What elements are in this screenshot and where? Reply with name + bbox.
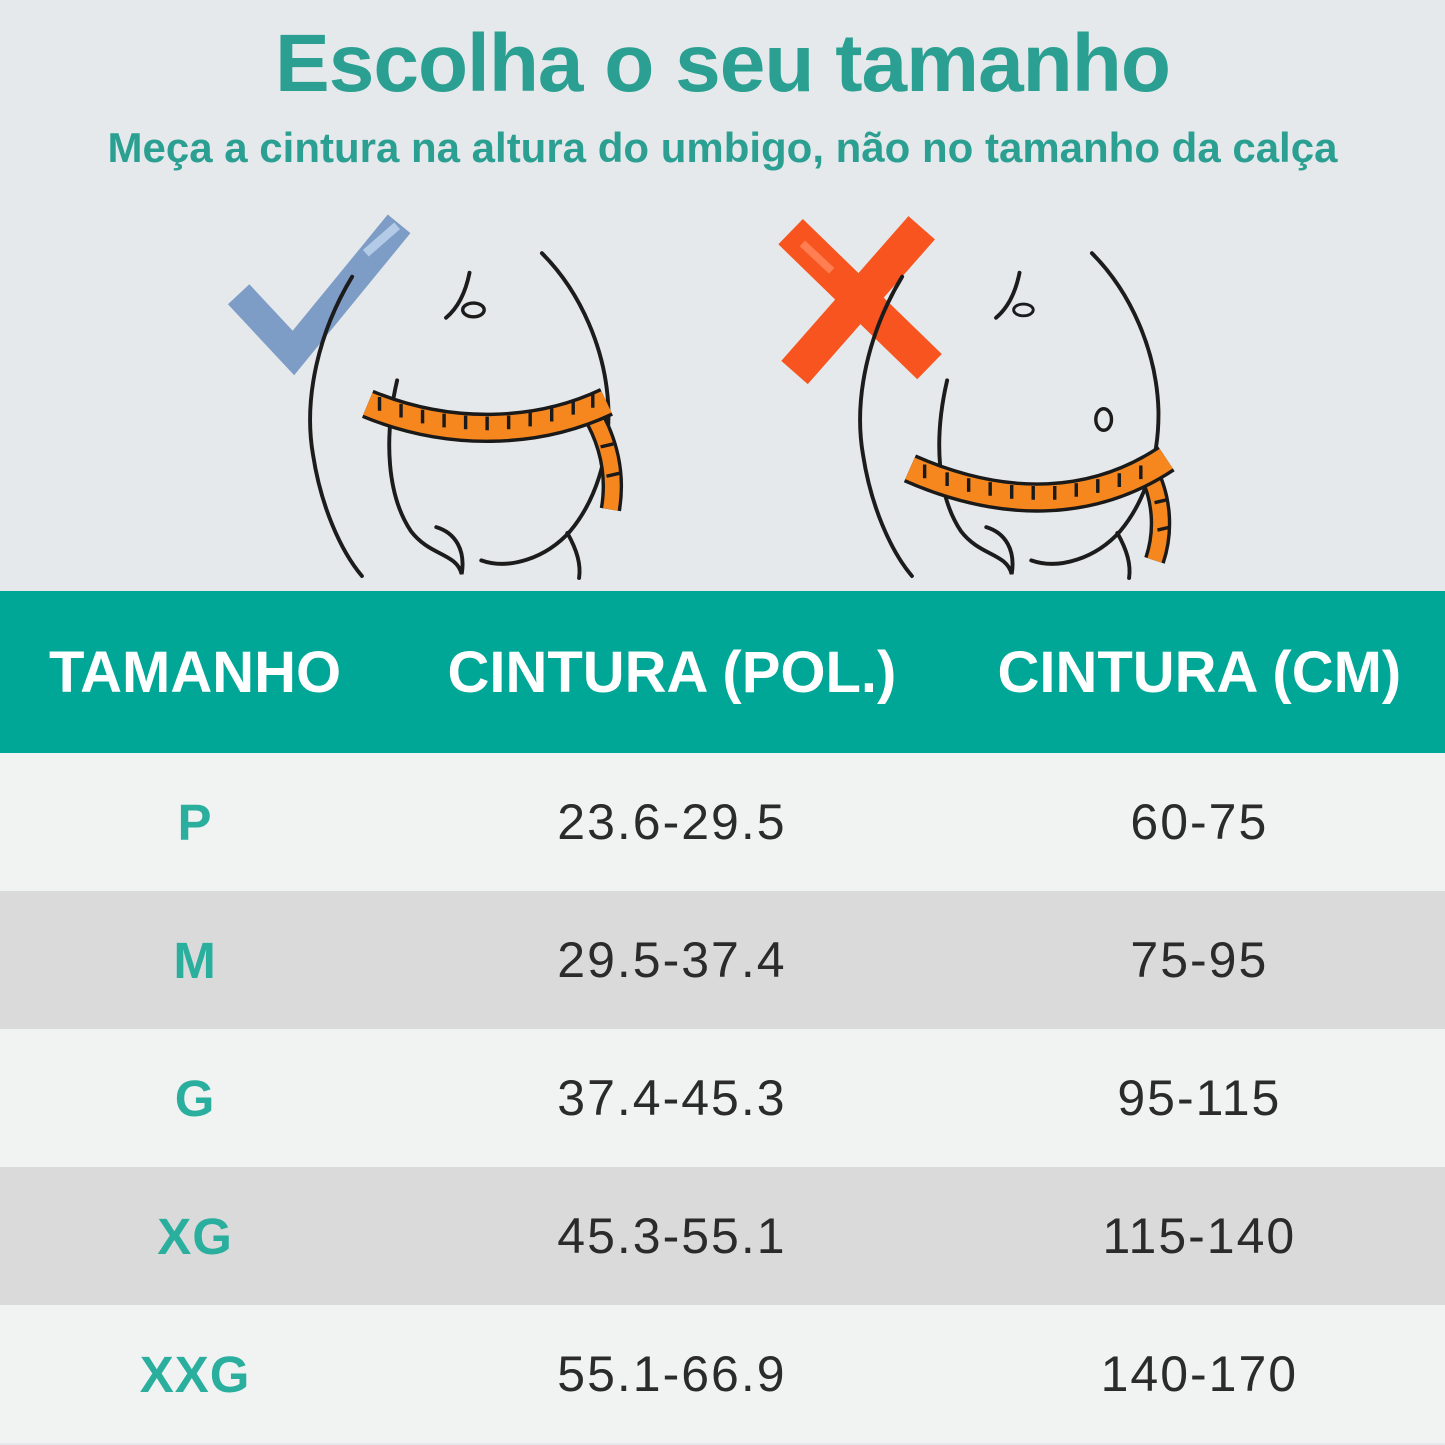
- table-row-p: P 23.6-29.5 60-75: [0, 753, 1445, 891]
- table-row-xxg: XXG 55.1-66.9 140-170: [0, 1305, 1445, 1443]
- column-header-waist-cm: CINTURA (CM): [997, 639, 1402, 705]
- size-label: M: [173, 931, 217, 989]
- waist-cm-value: 60-75: [1130, 794, 1269, 850]
- waist-inches-value: 45.3-55.1: [557, 1208, 787, 1264]
- measuring-tape-hips-icon: [903, 445, 1175, 564]
- belly-outline: [857, 251, 1160, 580]
- column-header-waist-inches: CINTURA (POL.): [447, 639, 897, 705]
- table-row-xg: XG 45.3-55.1 115-140: [0, 1167, 1445, 1305]
- size-label: XG: [157, 1207, 233, 1265]
- waist-cm-value: 75-95: [1130, 932, 1269, 988]
- waist-inches-value: 29.5-37.4: [557, 932, 787, 988]
- page-title: Escolha o seu tamanho: [275, 18, 1171, 109]
- measurement-figures: [0, 212, 1445, 582]
- waist-inches-value: 37.4-45.3: [557, 1070, 787, 1126]
- size-label: G: [174, 1069, 216, 1127]
- incorrect-measurement-figure: [773, 212, 1223, 582]
- nipple: [1011, 302, 1035, 318]
- column-header-size: TAMANHO: [49, 639, 342, 705]
- page-header: Escolha o seu tamanho Meça a cintura na …: [0, 0, 1445, 174]
- table-row-m: M 29.5-37.4 75-95: [0, 891, 1445, 1029]
- x-icon: [777, 216, 942, 385]
- waist-cm-value: 115-140: [1102, 1208, 1297, 1264]
- waist-inches-value: 23.6-29.5: [557, 794, 787, 850]
- measuring-tape-waist-icon: [361, 388, 623, 512]
- size-table: TAMANHO CINTURA (POL.) CINTURA (CM) P 23…: [0, 591, 1445, 1443]
- waist-cm-value: 95-115: [1117, 1070, 1282, 1126]
- waist-inches-value: 55.1-66.9: [557, 1346, 787, 1402]
- page-subtitle: Meça a cintura na altura do umbigo, não …: [107, 124, 1338, 171]
- size-table-header: TAMANHO CINTURA (POL.) CINTURA (CM): [0, 591, 1445, 753]
- correct-measurement-figure: [223, 212, 673, 582]
- size-label: P: [177, 793, 213, 851]
- navel: [1093, 407, 1113, 432]
- size-label: XXG: [139, 1345, 251, 1403]
- check-icon: [227, 214, 410, 376]
- waist-cm-value: 140-170: [1100, 1346, 1299, 1402]
- table-row-g: G 37.4-45.3 95-115: [0, 1029, 1445, 1167]
- navel: [460, 301, 486, 319]
